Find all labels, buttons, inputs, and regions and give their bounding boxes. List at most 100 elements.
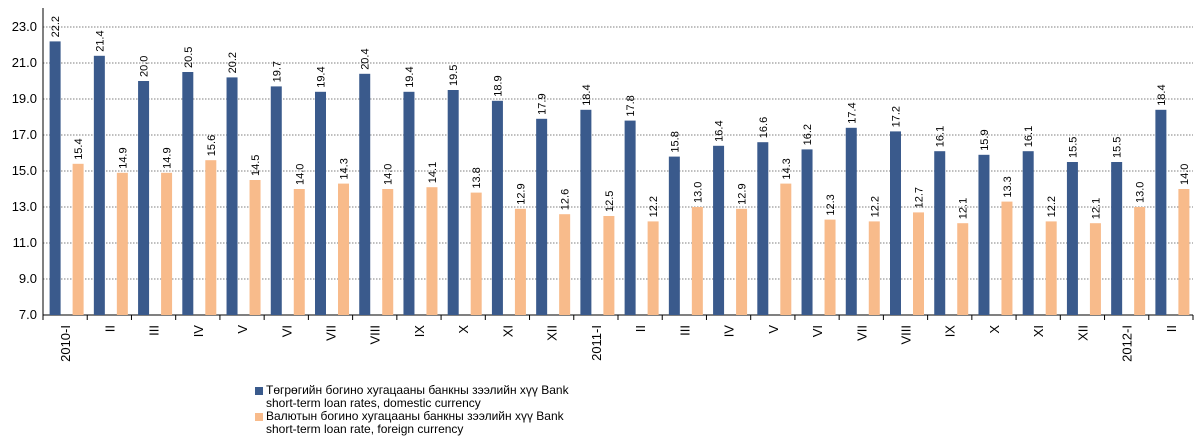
bar-foreign [116, 172, 128, 315]
bar-domestic [668, 156, 680, 315]
data-label-foreign: 12.2 [869, 196, 881, 217]
y-tick-label: 21.0 [12, 55, 37, 70]
data-label-domestic: 15.5 [1067, 137, 1079, 158]
x-tick-label: IX [943, 325, 958, 338]
x-tick-label: IV [191, 325, 206, 338]
data-label-domestic: 18.4 [581, 84, 593, 105]
data-label-foreign: 14.0 [1179, 164, 1191, 185]
bar-foreign [161, 172, 173, 315]
y-tick-label: 15.0 [12, 163, 37, 178]
data-label-domestic: 20.0 [139, 56, 151, 77]
data-label-domestic: 15.8 [669, 131, 681, 152]
bar-foreign [72, 163, 84, 315]
data-label-domestic: 15.5 [1112, 137, 1124, 158]
bar-domestic [182, 72, 194, 315]
bar-foreign [1134, 207, 1146, 315]
x-tick-label: VIII [899, 325, 914, 345]
data-label-domestic: 19.4 [316, 66, 328, 87]
bar-foreign [293, 189, 305, 315]
bar-foreign [913, 212, 924, 315]
bar-foreign [338, 183, 349, 315]
bar-foreign [205, 160, 217, 315]
bar-foreign [1045, 221, 1057, 315]
data-label-domestic: 20.5 [183, 47, 195, 68]
x-tick-label: X [456, 325, 471, 334]
data-label-foreign: 14.3 [339, 158, 351, 179]
data-label-domestic: 20.4 [360, 48, 372, 69]
bar-foreign [514, 208, 526, 315]
bar-domestic [49, 41, 61, 316]
data-label-foreign: 12.9 [515, 183, 527, 204]
x-tick-label: XII [545, 325, 560, 341]
bar-domestic [713, 145, 725, 315]
bar-domestic [801, 149, 813, 315]
x-tick-label: IX [412, 325, 427, 338]
bar-domestic [536, 118, 548, 315]
legend-label-foreign-line2: short-term loan rate, foreign currency [266, 422, 464, 436]
x-tick-label: VI [279, 325, 294, 337]
data-label-foreign: 15.4 [73, 138, 85, 159]
bar-foreign [382, 189, 394, 315]
x-tick-label: II [633, 325, 648, 332]
x-tick-label: VII [854, 325, 869, 341]
x-tick-label: VIII [368, 325, 383, 345]
data-label-foreign: 14.3 [781, 158, 793, 179]
bar-foreign [1178, 189, 1190, 315]
bar-foreign [470, 192, 482, 315]
x-tick-label: III [677, 325, 692, 336]
data-label-foreign: 14.9 [162, 147, 174, 168]
bar-foreign [824, 219, 836, 315]
bar-foreign [249, 180, 261, 315]
data-label-foreign: 12.7 [914, 187, 926, 208]
data-label-foreign: 12.3 [825, 194, 837, 215]
bar-domestic [403, 91, 415, 315]
data-label-domestic: 17.8 [625, 95, 637, 116]
data-label-domestic: 17.2 [891, 106, 903, 127]
data-label-foreign: 13.3 [1002, 176, 1014, 197]
data-label-foreign: 14.1 [427, 162, 439, 183]
x-tick-label: VII [324, 325, 339, 341]
x-tick-label: 2011-I [589, 325, 604, 361]
bar-domestic [447, 90, 459, 315]
data-label-foreign: 13.0 [1135, 182, 1147, 203]
bar-chart: 7.0 9.0 11.0 13.0 15.0 17.0 19.0 21.0 23.0 22.2 15… [12, 8, 1194, 362]
legend-swatch-domestic [255, 387, 263, 395]
data-label-domestic: 22.2 [50, 16, 62, 37]
y-tick-label: 19.0 [12, 91, 37, 106]
legend-item-foreign: Валютын богино хугацааны банкны зээлийн … [255, 410, 636, 436]
x-tick-label: 2012-I [1120, 325, 1135, 362]
y-tick-label: 13.0 [12, 199, 37, 214]
data-label-foreign: 12.1 [958, 198, 970, 219]
legend-label-domestic-line1: Төгрөгийн богино хугацааны банкны зээлий… [266, 383, 569, 397]
legend-swatch-foreign [255, 413, 263, 421]
y-tick-label: 9.0 [19, 271, 37, 286]
data-label-foreign: 14.0 [294, 164, 306, 185]
bar-foreign [603, 216, 615, 315]
bar-domestic [93, 55, 105, 316]
data-label-foreign: 12.1 [1090, 198, 1102, 219]
x-tick-label: II [1164, 325, 1179, 332]
x-tick-label: V [235, 325, 250, 334]
x-tick-label: 2010-I [58, 325, 73, 362]
bar-domestic [1066, 162, 1078, 315]
data-label-domestic: 16.6 [758, 117, 770, 138]
data-label-foreign: 15.6 [206, 135, 218, 156]
data-label-domestic: 15.9 [979, 129, 991, 150]
bar-foreign [647, 221, 659, 315]
data-label-domestic: 16.2 [802, 124, 814, 145]
data-label-foreign: 12.2 [648, 196, 660, 217]
bar-foreign [1089, 223, 1101, 315]
x-tick-label: XI [1031, 325, 1046, 337]
data-label-domestic: 19.7 [271, 61, 283, 82]
bar-foreign [736, 208, 748, 315]
data-label-foreign: 12.9 [737, 183, 749, 204]
bar-foreign [957, 223, 969, 315]
bar-foreign [1001, 201, 1013, 315]
bar-domestic [1111, 162, 1123, 315]
bar-domestic [934, 151, 946, 315]
data-label-foreign: 12.5 [604, 191, 616, 212]
data-label-foreign: 14.9 [117, 147, 129, 168]
bar-domestic [1022, 151, 1034, 315]
data-label-foreign: 14.5 [250, 155, 262, 176]
y-tick-label: 23.0 [12, 19, 37, 34]
